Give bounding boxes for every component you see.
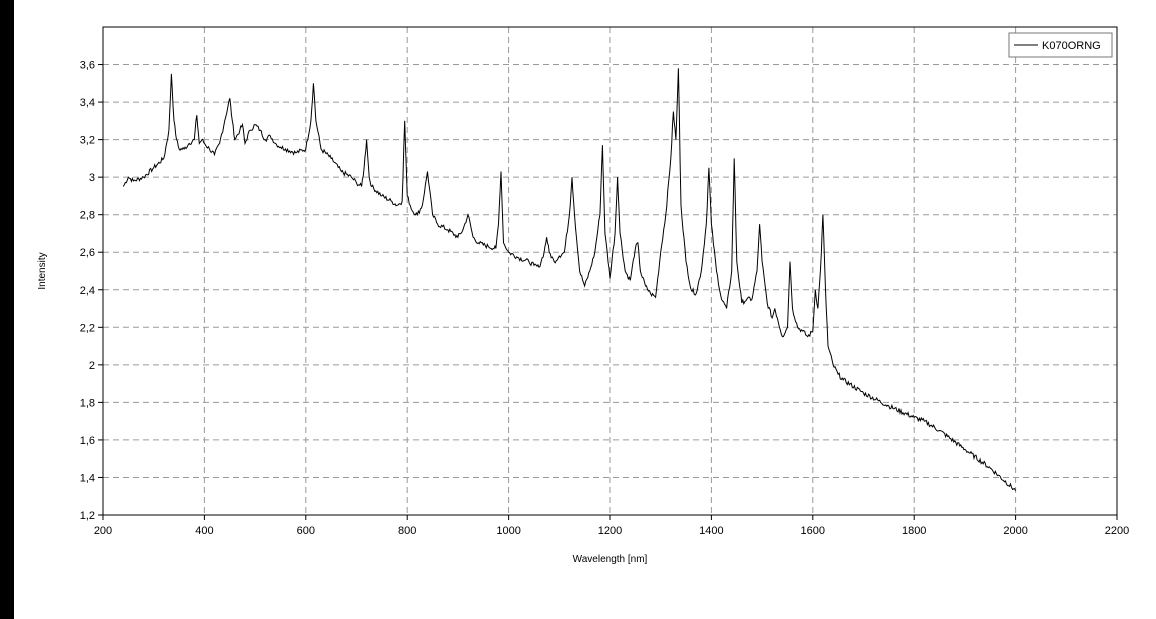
y-tick-label: 1,6 [80,435,95,447]
y-tick-label: 1,4 [80,472,95,484]
x-axis-label: Wavelength [nm] [573,554,648,565]
spectrum-chart: 200 400 600 800 1000 1200 1400 1600 1800 2000 2200… [37,26,1129,565]
x-tick-label: 1800 [902,525,926,537]
legend-box [1008,32,1113,58]
x-tick-label: 1000 [496,525,520,537]
x-tick-label: 200 [94,525,112,537]
x-tick-label: 2000 [1003,525,1027,537]
x-axis: 200 400 600 800 1000 1200 1400 1600 1800 2000 2200 [94,515,1129,537]
y-axis: 1,2 1,4 1,6 1,8 2 2,2 2,4 2,6 2,8 3 3,2 3,4 3,6 [80,60,103,522]
chart-panel: 200 400 600 800 1000 1200 1400 1600 1800 2000 2200… [14,0,1156,619]
y-tick-label: 3,4 [80,97,95,109]
y-tick-label: 3 [89,172,95,184]
y-tick-label: 2,8 [80,210,95,222]
y-tick-label: 3,2 [80,135,95,147]
legend-entry: K070ORNG [1042,40,1101,52]
y-axis-label: Intensity [37,252,48,289]
grid [103,27,1117,515]
x-tick-label: 800 [398,525,416,537]
x-tick-label: 1400 [699,525,723,537]
y-tick-label: 2 [89,360,95,372]
y-tick-label: 1,2 [80,510,95,522]
legend: K070ORNG [1008,32,1113,58]
x-tick-label: 2200 [1105,525,1129,537]
x-tick-label: 1600 [801,525,825,537]
x-tick-label: 600 [297,525,315,537]
y-tick-label: 3,6 [80,60,95,72]
y-tick-label: 2,2 [80,322,95,334]
y-tick-label: 2,4 [80,285,95,297]
x-tick-label: 1200 [598,525,622,537]
x-tick-label: 400 [195,525,213,537]
y-tick-label: 1,8 [80,397,95,409]
series-line-k070orng [122,68,1017,491]
y-tick-label: 2,6 [80,247,95,259]
